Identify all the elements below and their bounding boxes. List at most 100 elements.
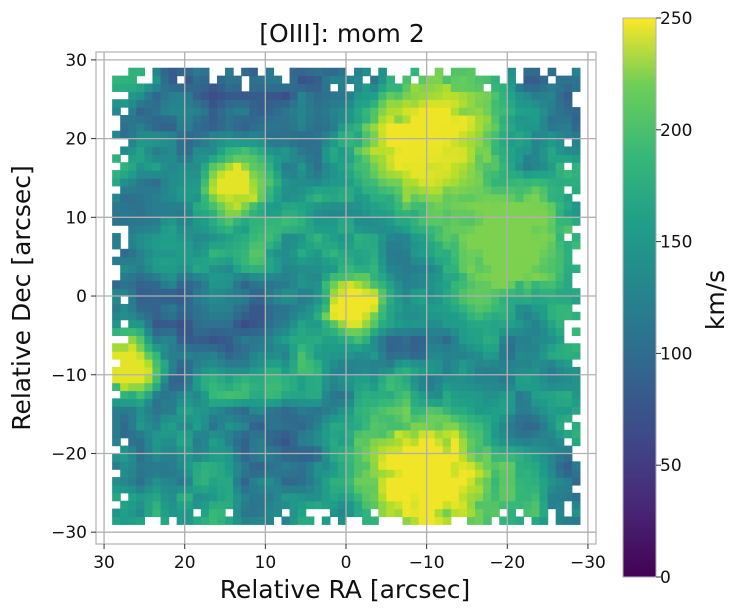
heatmap-cell [128,351,137,360]
heatmap-cell [337,122,347,132]
heatmap-cell [176,130,186,140]
heatmap-cell [329,193,339,203]
heatmap-cell [321,492,331,502]
heatmap-cell [128,335,137,344]
heatmap-cell [128,201,137,211]
heatmap-cell [515,303,525,313]
heatmap-cell [257,469,266,478]
heatmap-cell [120,146,129,155]
heatmap-cell [297,209,307,218]
heatmap-cell [273,162,283,171]
heatmap-cell [144,288,154,297]
heatmap-cell [386,429,395,439]
heatmap-cell [329,469,339,478]
heatmap-cell [128,75,137,85]
heatmap-cell [418,91,428,100]
heatmap-cell [458,185,468,195]
heatmap-cell [168,327,178,336]
heatmap-cell [184,107,194,116]
heatmap-cell [136,146,145,155]
heatmap-cell [160,67,170,77]
heatmap-cell [233,225,242,234]
heatmap-cell [434,248,444,258]
heatmap-cell [410,201,420,211]
heatmap-cell [289,138,299,148]
heatmap-cell [378,154,387,163]
heatmap-cell [402,99,412,108]
heatmap-cell [362,414,371,423]
heatmap-cell [475,209,484,218]
heatmap-cell [410,500,420,510]
heatmap-cell [378,122,387,132]
heatmap-cell [257,484,266,494]
heatmap-cell [466,130,476,140]
heatmap-cell [499,359,508,368]
heatmap-cell [491,217,500,226]
heatmap-cell [337,453,347,462]
heatmap-cell [531,359,541,368]
heatmap-cell [200,138,210,148]
heatmap-cell [128,303,137,313]
heatmap-cell [354,477,363,486]
heatmap-cell [418,201,428,211]
heatmap-cell [249,193,258,203]
heatmap-cell [499,162,508,171]
heatmap-cell [281,233,291,242]
heatmap-cell [346,327,355,336]
heatmap-cell [402,248,412,258]
heatmap-cell [184,343,194,352]
heatmap-cell [491,437,500,447]
heatmap-cell [184,437,194,447]
heatmap-cell [386,437,395,447]
heatmap-cell [418,374,428,384]
heatmap-cell [241,437,250,447]
heatmap-cell [152,508,162,518]
heatmap-cell [321,429,331,439]
heatmap-cell [450,201,460,211]
heatmap-cell [200,327,210,336]
heatmap-cell [555,398,565,407]
heatmap-cell [176,374,186,384]
heatmap-cell [136,154,145,163]
heatmap-cell [329,248,339,258]
heatmap-cell [192,185,202,195]
heatmap-cell [168,256,178,266]
heatmap-cell [418,477,428,486]
heatmap-cell [225,83,234,92]
heatmap-cell [192,130,202,140]
heatmap-cell [402,296,412,305]
heatmap-cell [216,272,226,281]
heatmap-cell [434,477,444,486]
heatmap-cell [442,366,452,376]
heatmap-cell [128,91,137,100]
heatmap-cell [208,107,218,116]
heatmap-cell [483,114,492,124]
heatmap-cell [507,248,516,258]
heatmap-cell [475,162,484,171]
heatmap-cell [378,130,387,140]
heatmap-cell [386,75,395,85]
heatmap-cell [418,382,428,392]
heatmap-cell [249,130,258,140]
heatmap-cell [539,83,549,92]
heatmap-cell [112,453,121,462]
heatmap-cell [192,492,202,502]
heatmap-cell [523,209,533,218]
heatmap-cell [475,437,484,447]
heatmap-cell [531,319,541,329]
heatmap-cell [547,374,557,384]
heatmap-cell [491,382,500,392]
heatmap-cell [515,429,525,439]
heatmap-cell [555,122,565,132]
heatmap-cell [168,421,178,431]
heatmap-cell [362,453,371,462]
heatmap-cell [120,398,129,407]
heatmap-cell [563,122,573,132]
heatmap-cell [450,351,460,360]
heatmap-cell [362,154,371,163]
heatmap-cell [305,201,315,211]
heatmap-cell [192,248,202,258]
heatmap-cell [434,421,444,431]
heatmap-cell [289,122,299,132]
heatmap-cell [233,421,242,431]
